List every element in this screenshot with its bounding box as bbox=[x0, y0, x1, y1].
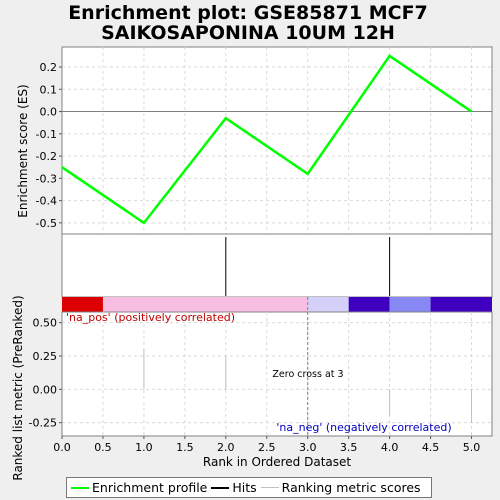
colorbar-segment bbox=[348, 297, 390, 312]
ranking-panel bbox=[61, 311, 493, 437]
colorbar-segment bbox=[307, 297, 349, 312]
legend-item-enrichment-profile: Enrichment profile bbox=[71, 480, 207, 495]
x-tick-label: 5.0 bbox=[463, 441, 481, 454]
x-tick-label: 4.5 bbox=[422, 441, 440, 454]
x-tick-label: 2.0 bbox=[217, 441, 235, 454]
ranking-y-axis-label: Ranked list metric (PreRanked) bbox=[11, 295, 25, 480]
legend: Enrichment profile Hits Ranking metric s… bbox=[66, 477, 432, 498]
chart-title-line-1: Enrichment plot: GSE85871 MCF7 bbox=[68, 2, 428, 24]
rank-y-tick-label: -0.25 bbox=[29, 417, 57, 430]
rank-y-tick-label: 0.25 bbox=[33, 350, 58, 363]
es-y-tick-label: 0.1 bbox=[40, 83, 58, 96]
legend-profile-label: Enrichment profile bbox=[92, 480, 208, 495]
hits-panel bbox=[61, 233, 493, 298]
es-y-tick-label: 0.2 bbox=[40, 61, 58, 74]
colorbar-segment bbox=[389, 297, 431, 312]
x-tick-label: 1.5 bbox=[176, 441, 194, 454]
x-tick-label: 2.5 bbox=[258, 441, 276, 454]
chart-title-line-2: SAIKOSAPONINA 10UM 12H bbox=[101, 22, 395, 44]
legend-ranking-label: Ranking metric scores bbox=[281, 480, 421, 495]
rank-y-tick-label: 0.50 bbox=[33, 317, 58, 330]
x-axis-label: Rank in Ordered Dataset bbox=[203, 455, 351, 469]
es-plot-panel bbox=[61, 46, 493, 235]
x-tick-label: 3.5 bbox=[340, 441, 358, 454]
es-y-tick-label: -0.3 bbox=[36, 172, 57, 185]
x-tick-label: 3.0 bbox=[299, 441, 317, 454]
es-y-tick-label: -0.1 bbox=[36, 128, 57, 141]
legend-item-ranking: Ranking metric scores bbox=[260, 480, 421, 495]
x-tick-label: 0.0 bbox=[53, 441, 71, 454]
colorbar-segment bbox=[62, 297, 103, 312]
x-tick-label: 0.5 bbox=[94, 441, 112, 454]
positive-correlation-label: 'na_pos' (positively correlated) bbox=[66, 311, 235, 324]
x-tick-label: 4.0 bbox=[381, 441, 399, 454]
es-y-tick-label: -0.5 bbox=[36, 217, 57, 230]
es-y-tick-label: -0.2 bbox=[36, 150, 57, 163]
es-y-tick-label: -0.4 bbox=[36, 195, 57, 208]
zero-cross-label: Zero cross at 3 bbox=[272, 369, 343, 380]
enrichment-profile-line bbox=[61, 54, 473, 225]
es-y-tick-label: 0.0 bbox=[40, 106, 58, 119]
legend-profile-swatch bbox=[71, 486, 89, 489]
colorbar-segment bbox=[102, 297, 308, 312]
x-tick-label: 1.0 bbox=[135, 441, 153, 454]
legend-hits-swatch bbox=[211, 486, 230, 489]
colorbar-segment bbox=[430, 297, 492, 312]
legend-hits-label: Hits bbox=[232, 480, 257, 495]
legend-item-hits: Hits bbox=[211, 480, 257, 495]
rank-y-tick-label: 0.00 bbox=[33, 383, 58, 396]
legend-ranking-swatch bbox=[260, 487, 279, 488]
es-y-axis-label: Enrichment score (ES) bbox=[16, 84, 30, 217]
negative-correlation-label: 'na_neg' (negatively correlated) bbox=[276, 421, 451, 434]
